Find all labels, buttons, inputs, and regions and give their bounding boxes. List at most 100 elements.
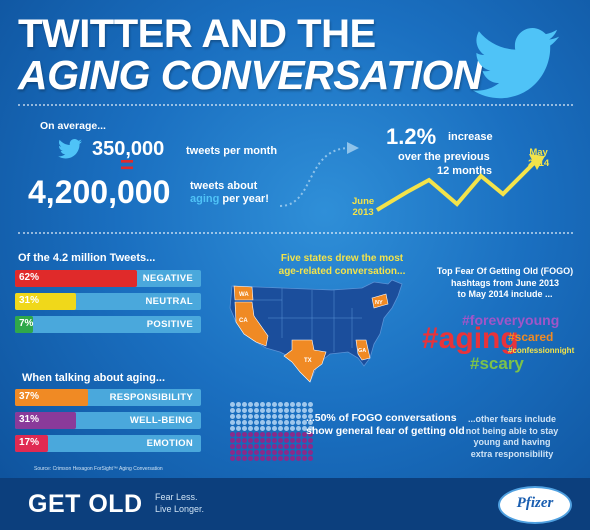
footer-tagline: Fear Less. Live Longer.: [155, 491, 204, 515]
fogo-caption-line1: Top Fear Of Getting Old (FOGO): [436, 266, 574, 276]
sentiment-bar-fill: [15, 270, 138, 287]
dot-grid-dot: [230, 426, 235, 431]
increase-label: increase: [448, 131, 493, 143]
dot-grid-dot: [284, 420, 289, 425]
dot-grid-dot: [272, 444, 277, 449]
other-fears-line4: extra responsibility: [470, 448, 554, 459]
dot-grid-dot: [236, 402, 241, 407]
title-divider: [18, 104, 573, 106]
other-fears-line2: not being able to stay: [465, 425, 559, 436]
trend-start-year: 2013: [352, 207, 374, 218]
dot-grid-dot: [254, 420, 259, 425]
trend-start-label: June 2013: [352, 196, 374, 218]
dot-grid-dot: [278, 420, 283, 425]
dot-grid-dot: [248, 426, 253, 431]
dot-grid-dot: [308, 438, 313, 443]
twitter-bird-icon: [472, 28, 560, 99]
dot-grid-dot: [230, 456, 235, 461]
dot-grid-dot: [242, 414, 247, 419]
dot-grid-dot: [308, 408, 313, 413]
dot-grid-dot: [236, 432, 241, 437]
dot-grid-dot: [266, 408, 271, 413]
dot-grid-dot: [230, 432, 235, 437]
fogo-percentage-line2: show general fear of getting old: [306, 425, 465, 437]
increase-value: 1.2%: [386, 124, 437, 149]
talking-title: When talking about aging...: [22, 372, 165, 384]
dot-grid-dot: [254, 414, 259, 419]
dot-grid-dot: [308, 432, 313, 437]
per-year-word: per year!: [222, 193, 269, 205]
footer-tagline-2: Live Longer.: [155, 504, 205, 514]
dot-grid-dot: [248, 432, 253, 437]
dot-grid-dot: [266, 420, 271, 425]
dot-grid-dot: [236, 414, 241, 419]
dot-grid-dot: [260, 420, 265, 425]
footer-brand: GET OLD: [28, 490, 143, 518]
equals-sign: =: [120, 152, 135, 179]
dot-grid-dot: [248, 408, 253, 413]
dot-grid-dot: [290, 420, 295, 425]
pfizer-logo-text: Pfizer: [516, 495, 554, 511]
dot-grid-dot: [278, 432, 283, 437]
sentiment-bar-positive: 7% POSITIVE: [15, 316, 201, 333]
dot-grid-dot: [266, 438, 271, 443]
dot-grid-dot: [272, 414, 277, 419]
dot-grid-dot: [254, 402, 259, 407]
dot-grid-dot: [266, 432, 271, 437]
hashtag-foreveryoung: #foreveryoung: [462, 312, 560, 328]
dot-grid-dot: [284, 456, 289, 461]
dot-grid-dot: [278, 408, 283, 413]
dot-grid-dot: [272, 456, 277, 461]
dot-grid-dot: [230, 438, 235, 443]
footer-bar: GET OLD Fear Less. Live Longer. Pfizer: [0, 478, 590, 530]
hashtag-aging: #aging: [422, 322, 519, 355]
hashtag-scary: #scary: [470, 354, 524, 373]
dot-grid-dot: [296, 456, 301, 461]
dot-grid-dot: [296, 450, 301, 455]
dot-grid-dot: [260, 444, 265, 449]
dot-grid-dot: [266, 402, 271, 407]
hashtag-confessionnight: #confessionnight: [508, 346, 575, 355]
dot-grid-dot: [266, 450, 271, 455]
dot-grid-dot: [260, 414, 265, 419]
dot-grid-dot: [290, 438, 295, 443]
dot-grid-dot: [284, 444, 289, 449]
sentiment-bar-percent: 7%: [19, 318, 34, 329]
increase-label-3: 12 months: [437, 165, 493, 177]
dot-grid-dot: [242, 456, 247, 461]
talking-bar-emotion: 17% EMOTION: [15, 435, 201, 452]
dot-grid-dot: [284, 414, 289, 419]
dot-grid-dot: [272, 432, 277, 437]
tweets-per-month-value: 350,000: [92, 138, 165, 160]
dot-grid-dot: [308, 450, 313, 455]
dot-grid-dot: [290, 402, 295, 407]
dot-grid-dot: [266, 444, 271, 449]
dot-grid-dot: [284, 408, 289, 413]
dot-grid-dot: [290, 414, 295, 419]
dot-grid-dot: [248, 420, 253, 425]
dot-grid-dot: [278, 450, 283, 455]
sentiment-bar-label: NEUTRAL: [145, 296, 193, 307]
dot-grid-dot: [302, 438, 307, 443]
dot-grid-dot: [284, 438, 289, 443]
talking-bar-percent: 31%: [19, 414, 40, 425]
dot-grid-dot: [254, 432, 259, 437]
states-caption: Five states drew the most age-related co…: [262, 252, 422, 278]
us-map: WA CA TX GA NY: [229, 279, 403, 383]
on-average-label: On average...: [40, 120, 106, 132]
source-note: Source: Crimson Hexagon ForSight™ Aging …: [34, 466, 163, 472]
dot-grid-dot: [308, 426, 313, 431]
fogo-caption: Top Fear Of Getting Old (FOGO) hashtags …: [430, 266, 580, 301]
other-fears-line1: ...other fears include: [467, 414, 557, 424]
dot-grid-dot: [260, 432, 265, 437]
dot-grid-dot: [236, 444, 241, 449]
talking-bar-percent: 37%: [19, 391, 40, 402]
dot-grid-dot: [242, 426, 247, 431]
dot-grid-dot: [284, 450, 289, 455]
dot-grid-dot: [302, 456, 307, 461]
dot-grid-dot: [290, 456, 295, 461]
dot-grid-dot: [230, 414, 235, 419]
sentiment-bar-neutral: 31% NEUTRAL: [15, 293, 201, 310]
dot-grid-dot: [272, 420, 277, 425]
footer-tagline-1: Fear Less.: [155, 492, 198, 502]
